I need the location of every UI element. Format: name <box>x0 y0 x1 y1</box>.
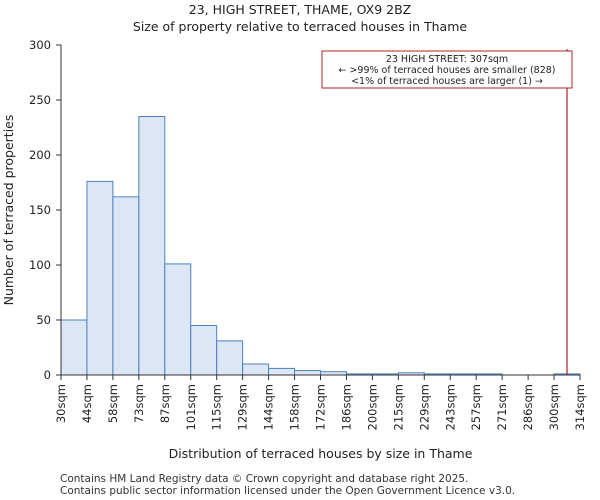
annotation-line-1: 23 HIGH STREET: 307sqm <box>386 54 508 65</box>
x-tick-label: 58sqm <box>106 384 120 423</box>
x-tick-label: 172sqm <box>314 384 328 430</box>
x-tick-label: 144sqm <box>262 384 276 430</box>
x-tick-label: 200sqm <box>365 384 379 430</box>
x-tick-label: 44sqm <box>80 384 94 423</box>
x-tick-label: 286sqm <box>521 384 535 430</box>
annotation-line-3: <1% of terraced houses are larger (1) → <box>351 76 543 87</box>
annotation-line-2: ← >99% of terraced houses are smaller (8… <box>338 65 555 76</box>
bar-87sqm <box>164 263 192 376</box>
y-axis-label: Number of terraced properties <box>1 115 16 306</box>
y-tick-label: 200 <box>29 148 51 162</box>
x-tick-label: 115sqm <box>210 384 224 430</box>
bar-144sqm <box>268 367 296 376</box>
x-tick-label: 186sqm <box>339 384 353 430</box>
bar-44sqm <box>86 180 114 376</box>
x-axis-label: Distribution of terraced houses by size … <box>169 446 473 461</box>
x-axis: 30sqm 44sqm 58sqm 73sqm 87sqm 101sqm 115sqm 129… <box>54 374 587 430</box>
y-tick-label: 0 <box>44 368 51 382</box>
x-tick-label: 243sqm <box>443 384 457 430</box>
x-tick-label: 87sqm <box>158 384 172 423</box>
chart-title: 23, HIGH STREET, THAME, OX9 2BZ <box>188 2 412 17</box>
x-tick-label: 129sqm <box>236 384 250 430</box>
x-tick-label: 257sqm <box>469 384 483 430</box>
chart-subtitle: Size of property relative to terraced ho… <box>132 19 468 34</box>
bars-group <box>60 116 581 376</box>
x-tick-label: 314sqm <box>573 384 587 430</box>
x-tick-label: 158sqm <box>288 384 302 430</box>
bar-58sqm <box>112 196 140 376</box>
x-tick-label: 215sqm <box>391 384 405 430</box>
bar-115sqm <box>216 340 244 376</box>
y-tick-label: 50 <box>36 313 51 327</box>
bar-73sqm <box>138 116 166 376</box>
x-tick-label: 30sqm <box>54 384 68 423</box>
y-tick-label: 150 <box>29 203 51 217</box>
y-tick-label: 250 <box>29 93 51 107</box>
bar-101sqm <box>190 325 218 376</box>
bar-158sqm <box>294 370 321 376</box>
x-tick-label: 73sqm <box>132 384 146 423</box>
x-tick-label: 271sqm <box>495 384 509 430</box>
x-tick-label: 101sqm <box>184 384 198 430</box>
footer-line-1: Contains HM Land Registry data © Crown c… <box>60 473 469 485</box>
x-tick-label: 300sqm <box>547 384 561 430</box>
y-tick-label: 100 <box>29 258 51 272</box>
y-tick-label: 300 <box>29 38 51 52</box>
x-tick-label: 229sqm <box>417 384 431 430</box>
y-axis: 0 50 100 150 200 250 300 <box>29 38 62 382</box>
footer-line-2: Contains public sector information licen… <box>60 485 516 497</box>
annotation-box <box>321 50 573 89</box>
bar-30sqm <box>60 319 88 376</box>
bar-129sqm <box>242 363 270 376</box>
